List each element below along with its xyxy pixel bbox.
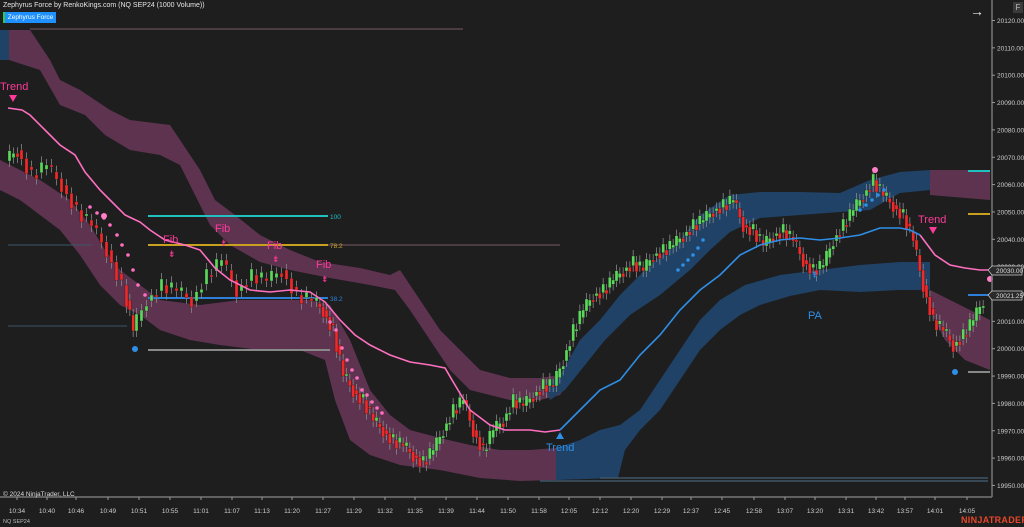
trend-signal-right: Trend bbox=[918, 214, 946, 226]
copyright: © 2024 NinjaTrader, LLC bbox=[3, 491, 75, 498]
trend-line-bearish bbox=[7, 107, 561, 433]
chart-title: Zephyrus Force by RenkoKings.com (NQ SEP… bbox=[3, 2, 205, 9]
down-triangle-icon bbox=[929, 227, 937, 234]
x-tick-label: 12:37 bbox=[683, 508, 700, 515]
pivot-high-marker bbox=[872, 167, 878, 173]
price-flag-trend: 20030.00 bbox=[987, 265, 1023, 276]
x-tick-label: 10:49 bbox=[100, 508, 117, 515]
fib-signal-2: Fib bbox=[215, 223, 230, 235]
x-tick-label: 11:58 bbox=[531, 508, 547, 515]
trend-signal-left: Trend bbox=[0, 81, 28, 93]
y-tick-label: 20120.00 bbox=[997, 18, 1024, 25]
y-tick-label: 19980.00 bbox=[997, 401, 1024, 408]
x-tick-label: 11:39 bbox=[438, 508, 454, 515]
fib-signal-3: Fib bbox=[267, 240, 282, 252]
x-tick-label: 13:42 bbox=[868, 508, 885, 515]
double-up-arrow-icon: ⇞ bbox=[811, 270, 819, 280]
f-button[interactable]: F bbox=[1013, 2, 1023, 13]
x-tick-label: 13:57 bbox=[897, 508, 914, 515]
y-axis[interactable]: 20120.00 20110.00 20100.00 20090.00 20080.00… bbox=[992, 18, 1024, 490]
fib-78-label: 78.2 bbox=[330, 243, 343, 250]
y-tick-label: 20090.00 bbox=[997, 100, 1024, 107]
x-tick-label: 11:20 bbox=[284, 508, 300, 515]
ninjatrader-logo: NINJATRADER bbox=[961, 515, 1024, 525]
x-tick-label: 10:40 bbox=[39, 508, 56, 515]
bear-band-lower bbox=[0, 160, 556, 481]
x-tick-label: 13:20 bbox=[807, 508, 824, 515]
x-tick-label: 10:34 bbox=[9, 508, 26, 515]
x-tick-label: 13:07 bbox=[777, 508, 794, 515]
x-tick-label: 10:46 bbox=[68, 508, 85, 515]
y-tick-label: 20100.00 bbox=[997, 73, 1024, 80]
down-triangle-icon bbox=[9, 95, 17, 102]
instrument-label: NQ SEP24 bbox=[3, 519, 30, 525]
y-tick-label: 20040.00 bbox=[997, 237, 1024, 244]
pivot-high-marker bbox=[101, 213, 107, 219]
double-down-arrow-icon: ⇟ bbox=[220, 238, 228, 248]
bull-band-lower bbox=[556, 262, 930, 480]
x-tick-label: 12:20 bbox=[623, 508, 640, 515]
x-tick-label: 11:27 bbox=[315, 508, 331, 515]
svg-text:20030.00: 20030.00 bbox=[996, 268, 1023, 275]
x-tick-label: 11:35 bbox=[407, 508, 423, 515]
x-tick-label: 11:44 bbox=[469, 508, 485, 515]
pa-signal: PA bbox=[808, 310, 823, 322]
y-tick-label: 20080.00 bbox=[997, 127, 1024, 134]
y-tick-label: 19970.00 bbox=[997, 428, 1024, 435]
fib-signal-1: Fib bbox=[163, 234, 178, 246]
double-down-arrow-icon: ⇟ bbox=[321, 274, 329, 284]
y-tick-label: 20050.00 bbox=[997, 209, 1024, 216]
fib-100-label: 100 bbox=[330, 214, 341, 221]
x-tick-label: 11:01 bbox=[193, 508, 209, 515]
x-tick-label: 12:58 bbox=[746, 508, 763, 515]
y-tick-label: 19950.00 bbox=[997, 483, 1024, 490]
up-triangle-icon bbox=[556, 432, 564, 439]
x-tick-label: 10:55 bbox=[162, 508, 179, 515]
x-tick-label: 11:32 bbox=[377, 508, 393, 515]
x-tick-label: 14:05 bbox=[959, 508, 976, 515]
bull-band-upper bbox=[545, 170, 930, 400]
bear-band-upper bbox=[9, 30, 570, 400]
y-tick-label: 20110.00 bbox=[997, 45, 1024, 52]
x-tick-label: 12:05 bbox=[561, 508, 578, 515]
y-tick-label: 19960.00 bbox=[997, 456, 1024, 463]
y-tick-label: 20010.00 bbox=[997, 319, 1024, 326]
pivot-low-marker bbox=[952, 369, 958, 375]
indicator-button[interactable]: Zephyrus Force bbox=[3, 12, 56, 23]
x-tick-label: 12:45 bbox=[714, 508, 731, 515]
trailing-stop-dots bbox=[88, 188, 886, 415]
x-tick-label: 11:50 bbox=[500, 508, 516, 515]
x-tick-label: 10:51 bbox=[131, 508, 148, 515]
pivot-low-marker bbox=[132, 346, 138, 352]
price-flag-close: 20021.25 bbox=[987, 290, 1023, 301]
y-tick-label: 19990.00 bbox=[997, 374, 1024, 381]
x-tick-label: 14:01 bbox=[927, 508, 944, 515]
x-tick-label: 11:29 bbox=[346, 508, 362, 515]
arrow-right-icon[interactable]: → bbox=[970, 3, 984, 19]
y-tick-label: 20070.00 bbox=[997, 155, 1024, 162]
fib-signal-4: Fib bbox=[316, 259, 331, 271]
trend-line-bearish-right bbox=[919, 234, 988, 271]
fib-38-label: 38.2 bbox=[330, 296, 343, 303]
bull-band-edge-left bbox=[0, 30, 9, 60]
x-tick-label: 11:07 bbox=[224, 508, 240, 515]
y-tick-label: 20060.00 bbox=[997, 182, 1024, 189]
trend-signal-mid: Trend bbox=[546, 442, 574, 454]
x-tick-label: 12:29 bbox=[654, 508, 671, 515]
x-axis[interactable]: 10:34 10:40 10:46 10:49 10:51 10:55 11:01 11:07… bbox=[9, 497, 976, 515]
x-tick-label: 13:31 bbox=[838, 508, 855, 515]
trend-line-bullish bbox=[559, 227, 921, 431]
svg-text:20021.25: 20021.25 bbox=[996, 293, 1023, 300]
double-down-arrow-icon: ⇟ bbox=[168, 249, 176, 259]
x-tick-label: 11:13 bbox=[254, 508, 270, 515]
double-down-arrow-icon: ⇟ bbox=[272, 254, 280, 264]
candles bbox=[7, 144, 985, 473]
x-tick-label: 12:12 bbox=[592, 508, 609, 515]
y-tick-label: 20000.00 bbox=[997, 346, 1024, 353]
